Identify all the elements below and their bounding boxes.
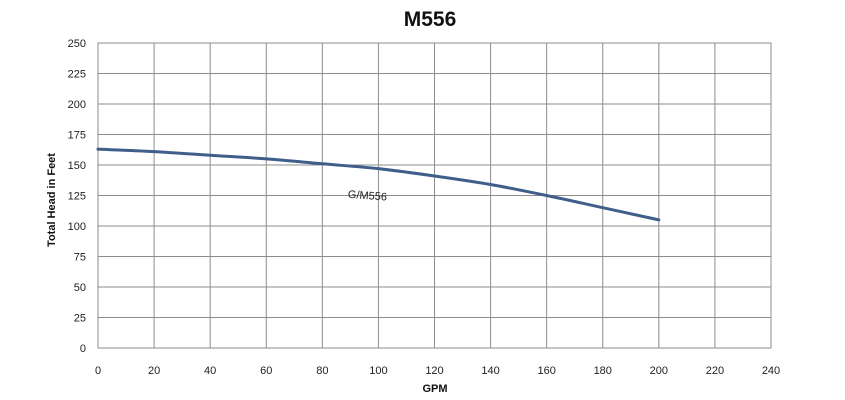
y-tick-label-9: 225 bbox=[68, 69, 86, 81]
x-axis-ticks: 0 20 40 60 80 100 120 140 160 180 200 220 240 bbox=[95, 365, 780, 377]
x-tick-label-11: 220 bbox=[706, 365, 724, 377]
x-tick-label-2: 40 bbox=[204, 365, 216, 377]
y-tick-label-10: 250 bbox=[68, 38, 86, 50]
x-tick-label-0: 0 bbox=[95, 365, 101, 377]
y-tick-label-0: 0 bbox=[80, 343, 86, 355]
x-axis-label: GPM bbox=[422, 383, 447, 395]
x-tick-label-5: 100 bbox=[369, 365, 387, 377]
x-tick-label-6: 120 bbox=[425, 365, 443, 377]
x-tick-label-10: 200 bbox=[650, 365, 668, 377]
y-tick-label-4: 100 bbox=[68, 221, 86, 233]
annotations: G/M556 bbox=[347, 189, 387, 204]
plot-area bbox=[97, 42, 772, 349]
x-tick-label-1: 20 bbox=[148, 365, 160, 377]
x-tick-label-12: 240 bbox=[762, 365, 780, 377]
y-tick-label-1: 25 bbox=[74, 313, 86, 325]
grid bbox=[97, 42, 772, 349]
series-annotation-0: G/M556 bbox=[347, 189, 387, 204]
chart-title: M556 bbox=[404, 8, 457, 31]
series-line-0 bbox=[96, 147, 661, 222]
y-axis-label: Total Head in Feet bbox=[46, 153, 58, 247]
y-tick-label-5: 125 bbox=[68, 191, 86, 203]
y-axis-ticks: 0 25 50 75 100 125 150 175 200 225 250 bbox=[68, 38, 86, 355]
x-tick-label-7: 140 bbox=[481, 365, 499, 377]
y-tick-label-2: 50 bbox=[74, 282, 86, 294]
x-tick-label-8: 160 bbox=[537, 365, 555, 377]
y-tick-label-8: 200 bbox=[68, 99, 86, 111]
y-tick-label-6: 150 bbox=[68, 160, 86, 172]
x-tick-label-9: 180 bbox=[594, 365, 612, 377]
x-tick-label-4: 80 bbox=[316, 365, 328, 377]
y-tick-label-7: 175 bbox=[68, 130, 86, 142]
series bbox=[96, 147, 661, 222]
y-tick-label-3: 75 bbox=[74, 252, 86, 264]
x-tick-label-3: 60 bbox=[260, 365, 272, 377]
